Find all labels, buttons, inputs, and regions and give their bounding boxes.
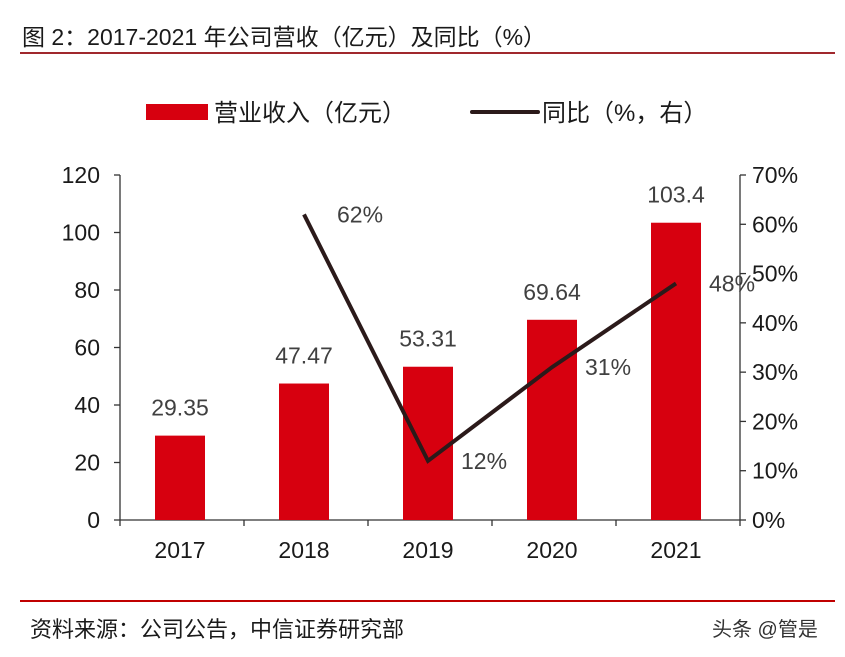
revenue-data-label: 29.35 — [151, 395, 209, 421]
left-axis-tick-label: 0 — [87, 507, 100, 533]
revenue-data-label: 69.64 — [523, 279, 581, 305]
yoy-data-label: 31% — [585, 354, 631, 380]
right-axis-tick-label: 40% — [752, 310, 798, 336]
left-axis-tick-label: 20 — [74, 450, 100, 476]
revenue-data-label: 53.31 — [399, 326, 457, 352]
yoy-data-label: 48% — [709, 270, 755, 296]
left-axis-tick-label: 120 — [62, 162, 100, 188]
chart-title: 图 2：2017-2021 年公司营收（亿元）及同比（%） — [22, 24, 546, 50]
legend-bar-swatch — [146, 104, 208, 120]
legend: 营业收入（亿元） 同比（%，右） — [146, 100, 707, 127]
yoy-data-label: 62% — [337, 201, 383, 227]
revenue-bar — [155, 435, 205, 520]
right-axis-tick-label: 70% — [752, 162, 798, 188]
x-tick-label: 2020 — [526, 537, 577, 563]
revenue-bar — [651, 222, 701, 520]
yoy-growth-line — [302, 213, 678, 464]
right-axis-tick-label: 60% — [752, 211, 798, 237]
legend-bar-label: 营业收入（亿元） — [214, 100, 406, 127]
x-tick-label: 2021 — [650, 537, 701, 563]
yoy-data-label: 12% — [461, 448, 507, 474]
right-axis-tick-label: 30% — [752, 359, 798, 385]
x-tick-label: 2017 — [154, 537, 205, 563]
right-axis-tick-label: 10% — [752, 458, 798, 484]
right-axis-tick-label: 50% — [752, 261, 798, 287]
right-axis-tick-label: 20% — [752, 408, 798, 434]
revenue-bar — [527, 319, 577, 520]
left-axis-tick-label: 100 — [62, 220, 100, 246]
legend-line-label: 同比（%，右） — [542, 100, 707, 127]
x-tick-label: 2019 — [402, 537, 453, 563]
revenue-data-label: 47.47 — [275, 343, 333, 369]
revenue-bar — [403, 366, 453, 520]
left-axis-tick-label: 80 — [74, 277, 100, 303]
revenue-data-label: 103.4 — [647, 182, 705, 208]
right-axis-tick-label: 0% — [752, 507, 785, 533]
watermark: 头条 @管是 — [712, 618, 818, 641]
left-axis-tick-label: 60 — [74, 335, 100, 361]
x-tick-label: 2018 — [278, 537, 329, 563]
left-axis-tick-label: 40 — [74, 392, 100, 418]
revenue-bar — [279, 383, 329, 520]
source-note: 资料来源：公司公告，中信证券研究部 — [30, 617, 404, 642]
